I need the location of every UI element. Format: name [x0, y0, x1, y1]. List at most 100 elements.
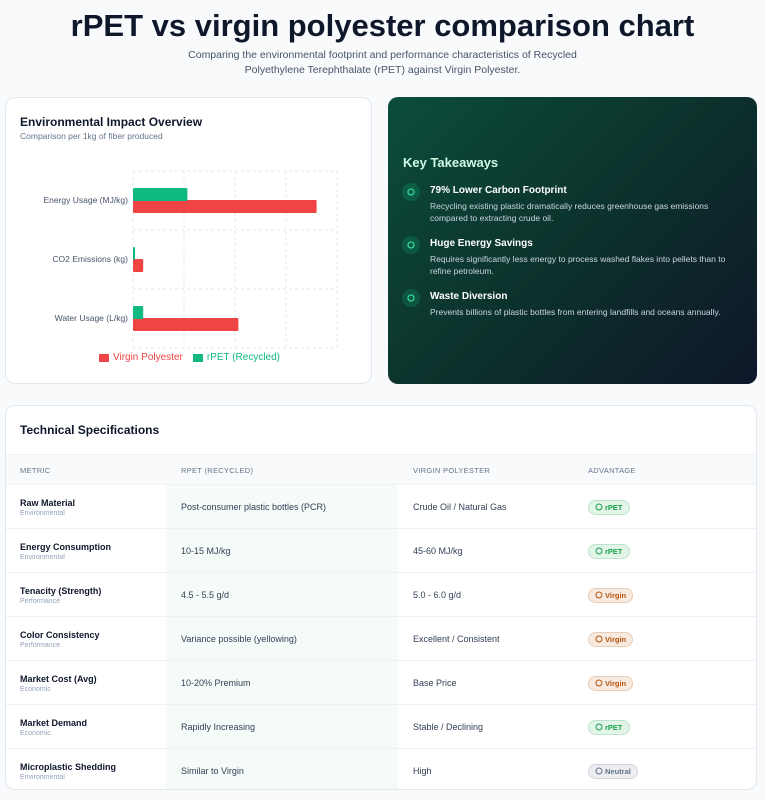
- takeaway-text: Prevents billions of plastic bottles fro…: [430, 307, 721, 317]
- table-title: Technical Specifications: [20, 423, 160, 437]
- column-header: VIRGIN POLYESTER: [413, 465, 491, 475]
- bar: [133, 188, 188, 201]
- chart-subtitle: Comparison per 1kg of fiber produced: [20, 131, 163, 141]
- metric-category: Performance: [20, 597, 61, 605]
- badge-icon: [595, 547, 603, 555]
- virgin-cell: 5.0 - 6.0 g/d: [413, 590, 462, 600]
- takeaway-text: Requires significantly less energy to pr…: [430, 254, 726, 276]
- chart: [132, 170, 338, 349]
- takeaway: 79% Lower Carbon Footprint Recycling exis…: [402, 183, 747, 224]
- table-row: Energy Consumption Environmental 10-15 MJ/…: [6, 528, 756, 573]
- rpet-column-bg: [166, 749, 398, 789]
- rpet-column-bg: [166, 617, 398, 661]
- metric: Tenacity (Strength): [20, 585, 102, 596]
- metric-cell: Tenacity (Strength) Performance: [20, 573, 101, 617]
- advantage-text: Virgin: [605, 678, 627, 688]
- takeaway-icon: [402, 183, 420, 201]
- metric: Raw Material: [20, 497, 76, 508]
- chart-card: Environmental Impact Overview Comparison…: [5, 97, 372, 384]
- metric: Market Cost (Avg): [20, 673, 97, 684]
- table-card: Technical Specifications METRIC RPET (REC…: [5, 405, 757, 790]
- takeaway-body: Waste Diversion Prevents billions of plas…: [430, 291, 720, 318]
- advantage-cell: Neutral: [588, 749, 638, 789]
- advantage-badge: Neutral: [588, 763, 638, 779]
- metric-cell: Market Demand Economic: [20, 705, 87, 749]
- takeaways-card: Key Takeaways 79% Lower Carbon Footprint…: [388, 97, 757, 384]
- takeaway-icon: [402, 289, 420, 307]
- rpet-cell: Similar to Virgin: [181, 766, 244, 776]
- advantage-cell: Virgin: [588, 661, 634, 705]
- table-row: Raw Material Environmental Post-consumer p…: [6, 484, 756, 529]
- rpet-column-bg: [166, 485, 398, 529]
- legend: Virgin Polyester rPET (Recycled): [6, 352, 373, 363]
- advantage-cell: rPET: [588, 705, 630, 749]
- metric-cell: Microplastic Shedding Environmental: [20, 749, 117, 789]
- virgin-cell: Crude Oil / Natural Gas: [413, 502, 507, 512]
- takeaway-title: Waste Diversion: [430, 291, 508, 302]
- table-row: Market Cost (Avg) Economic 10-20% Premium B…: [6, 660, 756, 705]
- badge-icon: [595, 767, 603, 775]
- page-title: rPET vs virgin polyester comparison char…: [70, 8, 695, 43]
- rpet-column-bg: [166, 661, 398, 705]
- table-header: METRIC RPET (RECYCLED) VIRGIN POLYESTER ADV…: [6, 454, 756, 484]
- advantage-cell: rPET: [588, 529, 630, 573]
- bar: [133, 247, 136, 260]
- metric-cell: Energy Consumption Environmental: [20, 529, 111, 573]
- virgin-cell: 45-60 MJ/kg: [413, 546, 463, 556]
- badge-icon: [595, 679, 603, 687]
- table-row: Microplastic Shedding Environmental Simila…: [6, 748, 756, 789]
- legend-swatch: [98, 353, 109, 362]
- metric-category: Performance: [20, 641, 61, 649]
- page-subtitle: Comparing the environmental footprint an…: [188, 49, 577, 76]
- takeaway: Waste Diversion Prevents billions of plas…: [402, 289, 747, 318]
- advantage-badge: Virgin: [588, 675, 634, 691]
- rpet-cell: Post-consumer plastic bottles (PCR): [181, 502, 327, 512]
- rpet-cell: Variance possible (yellowing): [181, 634, 297, 644]
- takeaway-body: Huge Energy Savings Requires significantl…: [430, 238, 747, 277]
- advantage-badge: rPET: [588, 719, 630, 735]
- bar: [133, 200, 317, 213]
- metric-category: Environmental: [20, 773, 65, 781]
- takeaway-icon: [402, 236, 420, 254]
- metric: Color Consistency: [20, 629, 100, 640]
- advantage-text: Virgin: [605, 590, 627, 600]
- badge-icon: [595, 635, 603, 643]
- takeaway-title: 79% Lower Carbon Footprint: [430, 185, 567, 196]
- metric: Microplastic Shedding: [20, 761, 117, 772]
- table-row: Tenacity (Strength) Performance 4.5 - 5.5 …: [6, 572, 756, 617]
- column-header: ADVANTAGE: [588, 465, 636, 475]
- rpet-column-bg: [166, 529, 398, 573]
- column-header: RPET (RECYCLED): [181, 465, 254, 475]
- metric-category: Economic: [20, 729, 51, 737]
- icon: [407, 241, 415, 249]
- takeaway-body: 79% Lower Carbon Footprint Recycling exis…: [430, 185, 747, 224]
- metric-category: Environmental: [20, 553, 65, 561]
- advantage-badge: Virgin: [588, 631, 634, 647]
- category-label: CO2 Emissions (kg): [52, 253, 128, 264]
- advantage-text: Virgin: [605, 634, 627, 644]
- chart-title: Environmental Impact Overview: [20, 115, 203, 129]
- metric-cell: Market Cost (Avg) Economic: [20, 661, 97, 705]
- virgin-cell: Stable / Declining: [413, 722, 484, 732]
- table-row: Color Consistency Performance Variance pos…: [6, 616, 756, 661]
- advantage-badge: Virgin: [588, 587, 634, 603]
- advantage-text: rPET: [605, 502, 623, 512]
- legend-swatch: [192, 353, 203, 362]
- advantage-badge: rPET: [588, 499, 630, 515]
- badge-icon: [595, 503, 603, 511]
- metric-category: Economic: [20, 685, 51, 693]
- rpet-column-bg: [166, 573, 398, 617]
- virgin-cell: Excellent / Consistent: [413, 634, 500, 644]
- advantage-cell: Virgin: [588, 573, 634, 617]
- icon: [407, 294, 415, 302]
- metric-category: Environmental: [20, 509, 65, 517]
- advantage-text: rPET: [605, 546, 623, 556]
- badge-icon: [595, 591, 603, 599]
- rpet-cell: 4.5 - 5.5 g/d: [181, 590, 230, 600]
- rpet-cell: Rapidly Increasing: [181, 722, 256, 732]
- advantage-text: rPET: [605, 722, 623, 732]
- legend-label: rPET (Recycled): [206, 352, 281, 363]
- rpet-cell: 10-15 MJ/kg: [181, 546, 231, 556]
- metric: Energy Consumption: [20, 541, 112, 552]
- bar: [133, 259, 144, 272]
